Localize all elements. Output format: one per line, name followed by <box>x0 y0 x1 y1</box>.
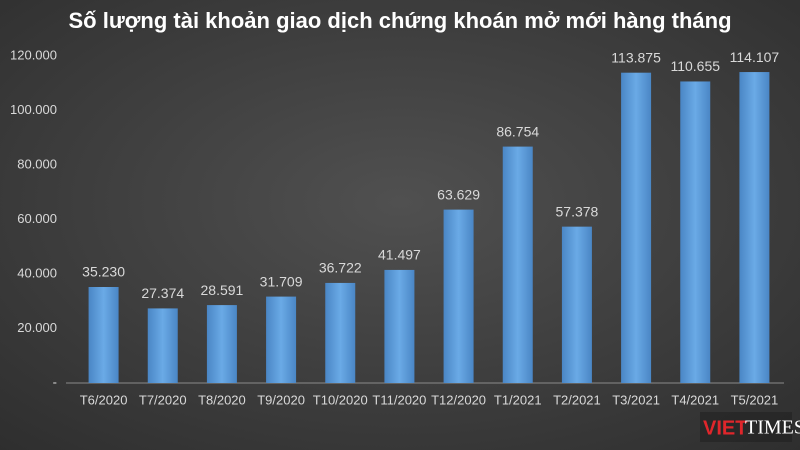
x-tick-label: T3/2021 <box>612 392 660 407</box>
x-tick-label: T7/2020 <box>139 392 187 407</box>
bar <box>147 308 178 383</box>
bar <box>206 305 237 383</box>
data-label: 41.497 <box>378 247 421 263</box>
data-label: 114.107 <box>730 49 780 65</box>
logo-box <box>700 412 792 442</box>
logo-times: TIMES <box>745 417 800 439</box>
x-tick-label: T1/2021 <box>494 392 542 407</box>
data-label: 110.655 <box>670 58 720 74</box>
data-label: 35.230 <box>82 264 125 280</box>
logo-viet: VIET <box>703 417 747 439</box>
bar <box>502 146 533 383</box>
bar <box>266 296 297 383</box>
data-label: 63.629 <box>437 186 480 202</box>
x-tick-label: T9/2020 <box>257 392 305 407</box>
data-label: 27.374 <box>141 285 184 301</box>
bar <box>621 72 652 384</box>
x-tick-label: T11/2020 <box>372 392 426 407</box>
x-tick-label: T2/2021 <box>553 392 601 407</box>
data-label: 28.591 <box>201 282 244 298</box>
y-tick-label: 20.000 <box>17 320 57 335</box>
bar <box>443 209 474 383</box>
y-tick-label: 80.000 <box>17 156 57 171</box>
x-tick-label: T8/2020 <box>198 392 246 407</box>
data-label: 86.754 <box>496 123 539 139</box>
y-tick-label: - <box>53 374 57 389</box>
y-tick-label: 60.000 <box>17 211 57 226</box>
y-tick-label: 120.000 <box>10 47 57 62</box>
chart-title: Số lượng tài khoản giao dịch chứng khoán… <box>68 8 731 33</box>
data-label: 31.709 <box>260 273 303 289</box>
bar <box>384 269 415 383</box>
y-tick-label: 100.000 <box>10 102 57 117</box>
data-label: 36.722 <box>319 260 362 276</box>
bar <box>680 81 711 384</box>
x-tick-label: T10/2020 <box>313 392 368 407</box>
bar <box>561 226 592 383</box>
x-tick-label: T12/2020 <box>431 392 486 407</box>
bar <box>88 286 119 383</box>
x-tick-label: T4/2021 <box>671 392 719 407</box>
x-tick-label: T5/2021 <box>731 392 779 407</box>
data-label: 57.378 <box>556 203 599 219</box>
data-label: 113.875 <box>611 49 661 65</box>
bar <box>325 282 356 383</box>
x-tick-label: T6/2020 <box>80 392 128 407</box>
bar <box>739 72 770 384</box>
y-tick-label: 40.000 <box>17 265 57 280</box>
